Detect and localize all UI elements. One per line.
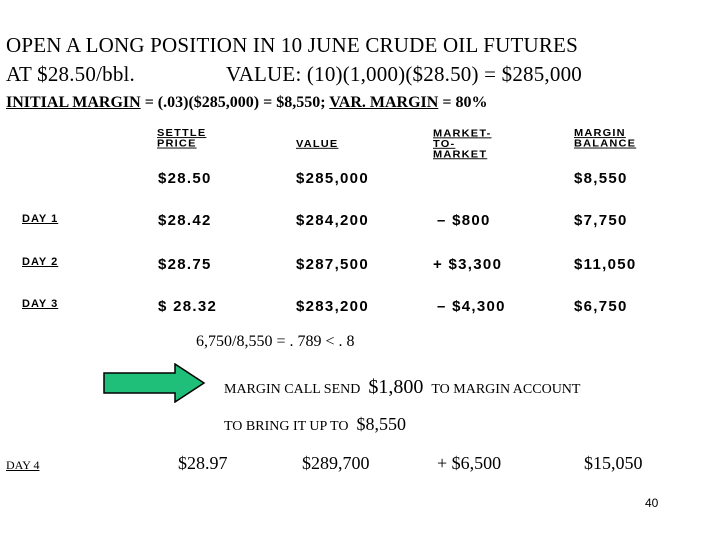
var-margin-expr: = 80% bbox=[438, 94, 488, 111]
var-margin-label: VAR. MARGIN bbox=[329, 94, 439, 111]
bring-up-line: TO BRING IT UP TO $8,550 bbox=[224, 414, 406, 435]
header-market-to-market: MARKET- TO- MARKET bbox=[433, 127, 492, 161]
header-margin-balance: MARGIN BALANCE bbox=[574, 127, 637, 150]
day-4-label: DAY 4 bbox=[6, 458, 40, 472]
margin-call-suffix: TO MARGIN ACCOUNT bbox=[431, 382, 581, 397]
day-3-label: DAY 3 bbox=[22, 298, 59, 310]
day-1-mtm: – $800 bbox=[437, 212, 491, 229]
title-line-1: OPEN A LONG POSITION IN 10 JUNE CRUDE OI… bbox=[6, 33, 578, 57]
day-2-label: DAY 2 bbox=[22, 256, 59, 268]
margin-line: INITIAL MARGIN = (.03)($285,000) = $8,55… bbox=[6, 94, 487, 112]
day-4-value: $289,700 bbox=[302, 453, 370, 473]
day-1-label: DAY 1 bbox=[22, 213, 59, 225]
day-4-balance: $15,050 bbox=[584, 453, 643, 473]
initial-margin-expr: = (.03)($285,000) = $8,550; bbox=[140, 94, 330, 111]
day-1-balance: $7,750 bbox=[574, 212, 628, 229]
day-4-settle: $28.97 bbox=[178, 453, 228, 473]
initial-margin-label: INITIAL MARGIN bbox=[6, 94, 141, 111]
bring-up-amount: $8,550 bbox=[356, 414, 406, 434]
bring-up-prefix: TO BRING IT UP TO bbox=[224, 419, 349, 434]
ratio-calculation: 6,750/8,550 = . 789 < . 8 bbox=[196, 333, 355, 350]
margin-call-line: MARGIN CALL SEND $1,800 TO MARGIN ACCOUN… bbox=[224, 376, 580, 399]
margin-call-prefix: MARGIN CALL SEND bbox=[224, 382, 361, 397]
header-settle-price: SETTLE PRICE bbox=[157, 127, 207, 150]
day-3-settle: $ 28.32 bbox=[158, 298, 218, 315]
day-1-value: $284,200 bbox=[296, 212, 369, 229]
day-2-value: $287,500 bbox=[296, 256, 369, 273]
day-3-balance: $6,750 bbox=[574, 298, 628, 315]
day-3-value: $283,200 bbox=[296, 298, 369, 315]
title-line-2-left: AT $28.50/bbl. bbox=[6, 62, 136, 86]
header-value: VALUE bbox=[296, 138, 339, 150]
day-2-settle: $28.75 bbox=[158, 256, 212, 273]
margin-call-amount: $1,800 bbox=[368, 376, 424, 398]
day-4-mtm: + $6,500 bbox=[437, 453, 502, 473]
day-1-settle: $28.42 bbox=[158, 212, 212, 229]
day-3-mtm: – $4,300 bbox=[437, 298, 506, 315]
right-arrow-icon bbox=[103, 363, 206, 403]
day-2-mtm: + $3,300 bbox=[433, 256, 503, 273]
title-line-2-right: VALUE: (10)(1,000)($28.50) = $285,000 bbox=[226, 62, 582, 86]
initial-value: $285,000 bbox=[296, 170, 369, 187]
initial-balance: $8,550 bbox=[574, 170, 628, 187]
initial-settle: $28.50 bbox=[158, 170, 212, 187]
day-2-balance: $11,050 bbox=[574, 256, 637, 273]
page-number: 40 bbox=[645, 496, 659, 510]
